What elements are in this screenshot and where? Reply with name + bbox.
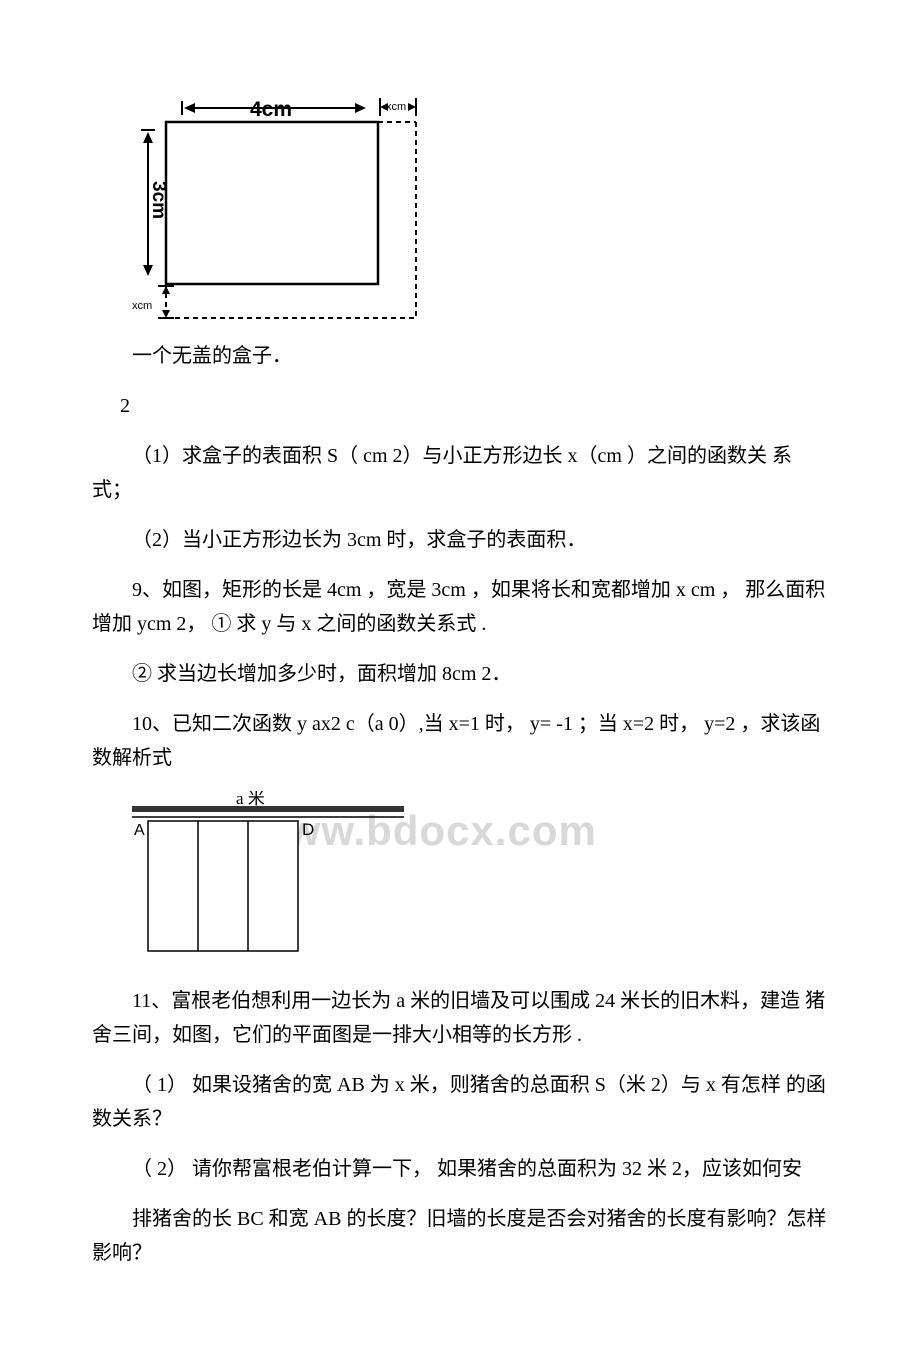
label-4cm: 4cm bbox=[250, 98, 292, 121]
text-t1: 一个无盖的盒子． bbox=[92, 339, 828, 373]
text-t4: （2）当小正方形边长为 3cm 时，求盒子的表面积． bbox=[92, 523, 828, 557]
figure-rectangle-extend: 4cm 3cm xcm xcm bbox=[132, 96, 828, 333]
text-t11: 排猪舍的长 BC 和宽 AB 的长度？旧墙的长度是否会对猪舍的长度有影响？怎样影… bbox=[92, 1202, 828, 1270]
label-D: D bbox=[302, 820, 314, 839]
label-xcm-top: xcm bbox=[386, 101, 406, 113]
text-t9: （ 1） 如果设猪舍的宽 AB 为 x 米，则猪舍的总面积 S（米 2）与 x … bbox=[92, 1068, 828, 1136]
label-3cm: 3cm bbox=[148, 181, 169, 219]
text-t5: 9、如图，矩形的长是 4cm ，宽是 3cm ，如果将长和宽都增加 x cm ，… bbox=[92, 573, 828, 641]
label-a-meter: a 米 bbox=[236, 791, 265, 808]
text-t8: 11、富根老伯想利用一边长为 a 米的旧墙及可以围成 24 米长的旧木料，建造 … bbox=[92, 984, 828, 1052]
label-xcm-bottom: xcm bbox=[132, 300, 152, 312]
text-t7: 10、已知二次函数 y ax2 c（a 0）,当 x=1 时， y= -1 ；当… bbox=[92, 707, 828, 775]
text-t2: 2 bbox=[92, 389, 828, 423]
text-t10: （ 2） 请你帮富根老伯计算一下， 如果猪舍的总面积为 32 米 2，应该如何安 bbox=[92, 1152, 828, 1186]
text-t3: （1）求盒子的表面积 S（ cm 2）与小正方形边长 x（cm ）之间的函数关 … bbox=[92, 439, 828, 507]
figure-pig-shed: a 米 A D bbox=[132, 791, 828, 976]
label-A: A bbox=[134, 822, 145, 839]
text-t6: ② 求当边长增加多少时，面积增加 8cm 2． bbox=[92, 657, 828, 691]
